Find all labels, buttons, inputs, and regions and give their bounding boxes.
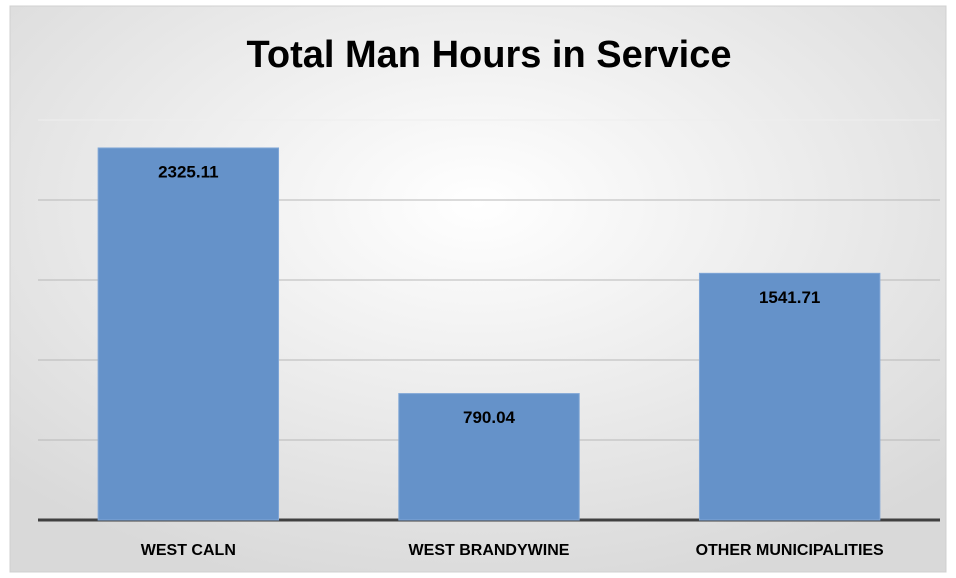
chart-title: Total Man Hours in Service <box>247 34 732 76</box>
data-label: 1541.71 <box>759 288 820 307</box>
bar <box>698 272 881 521</box>
x-tick-label: OTHER MUNICIPALITIES <box>696 542 884 559</box>
x-tick-label: WEST CALN <box>141 542 236 559</box>
bar <box>398 393 580 521</box>
bar <box>97 147 280 521</box>
data-label: 2325.11 <box>158 162 219 181</box>
data-label: 790.04 <box>463 408 516 427</box>
x-tick-label: WEST BRANDYWINE <box>409 542 570 559</box>
